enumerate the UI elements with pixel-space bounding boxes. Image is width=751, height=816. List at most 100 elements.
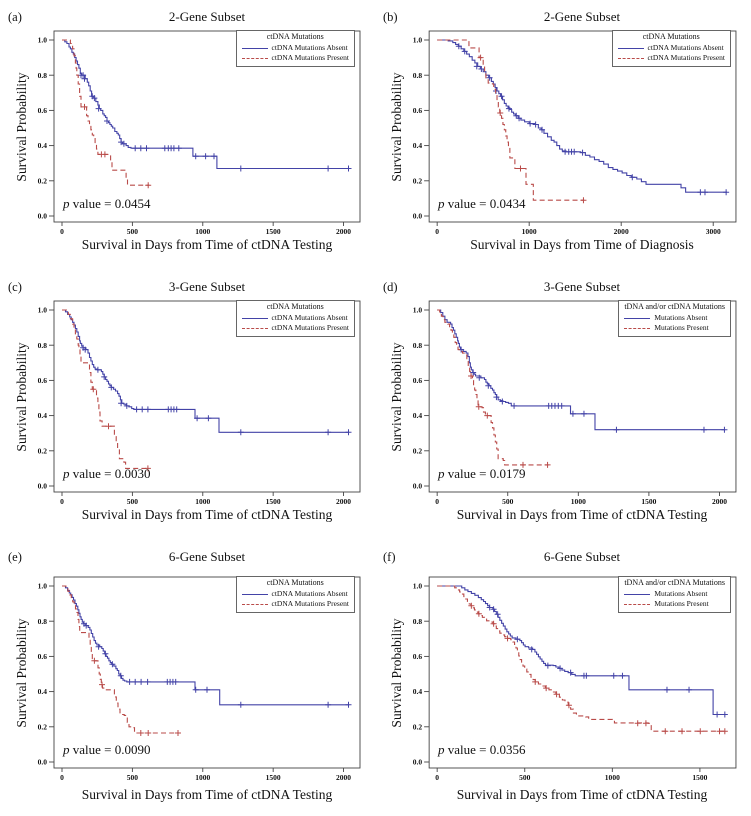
legend-title: ctDNA Mutations <box>266 32 324 41</box>
svg-text:0.6: 0.6 <box>38 376 48 385</box>
legend-box: tDNA and/or ctDNA Mutations Mutations Ab… <box>618 576 731 613</box>
svg-text:0.8: 0.8 <box>38 617 48 626</box>
legend-entry-label: ctDNA Mutations Absent <box>271 312 348 322</box>
svg-text:1.0: 1.0 <box>413 582 423 591</box>
legend-entry-label: ctDNA Mutations Absent <box>647 42 724 52</box>
y-axis-label: Survival Probability <box>14 72 29 182</box>
svg-text:0.8: 0.8 <box>413 71 423 80</box>
x-axis-label: Survival in Days from Time of Diagnosis <box>470 237 694 252</box>
svg-text:1000: 1000 <box>571 497 586 506</box>
plot-frame <box>428 300 737 493</box>
plot-frame <box>53 30 361 223</box>
svg-text:0.2: 0.2 <box>38 176 48 185</box>
legend-line-absent-icon <box>241 593 268 595</box>
panel-title: 3-Gene Subset <box>168 279 246 294</box>
svg-text:0.2: 0.2 <box>413 722 423 731</box>
legend-title: ctDNA Mutations <box>642 32 700 41</box>
legend-line-present-icon <box>241 604 268 606</box>
km-curve <box>62 309 150 469</box>
p-value-text: value = 0.0030 <box>69 466 151 481</box>
svg-text:0.8: 0.8 <box>413 341 423 350</box>
legend-entry-label: ctDNA Mutations Absent <box>271 588 348 598</box>
plot-frame <box>428 30 737 223</box>
panel-e: 0.0 0.2 0.4 0.6 0.8 1.0 0 500 1000 1500 2000 (e) 6… <box>0 540 375 816</box>
svg-text:1.0: 1.0 <box>38 582 48 591</box>
legend-entry-absent: ctDNA Mutations Absent <box>241 588 350 600</box>
km-plot-b: 0.0 0.2 0.4 0.6 0.8 1.0 0 1000 2000 3000 <box>413 30 737 236</box>
svg-text:0.4: 0.4 <box>38 141 48 150</box>
censor-marks <box>80 344 352 436</box>
km-curve <box>62 309 350 433</box>
svg-text:500: 500 <box>127 497 139 506</box>
svg-text:0.4: 0.4 <box>38 411 48 420</box>
legend-line-present-icon <box>624 328 651 330</box>
legend-box: ctDNA Mutations ctDNA Mutations Absent c… <box>611 30 731 67</box>
x-axis-label: Survival in Days from Time of ctDNA Test… <box>81 507 333 522</box>
plot-frame <box>53 300 361 493</box>
legend-box: tDNA and/or ctDNA Mutations Mutations Ab… <box>618 300 731 337</box>
p-value: p value = 0.0179 <box>438 466 525 482</box>
svg-text:1.0: 1.0 <box>38 36 48 45</box>
svg-text:2000: 2000 <box>614 227 629 236</box>
legend-entry-label: Mutations Absent <box>654 312 708 322</box>
svg-text:0.8: 0.8 <box>38 341 48 350</box>
p-value: p value = 0.0454 <box>63 196 150 212</box>
plot-frame <box>53 576 361 769</box>
panel-title: 2-Gene Subset <box>543 9 621 24</box>
svg-text:0.6: 0.6 <box>38 106 48 115</box>
panel-d: 0.0 0.2 0.4 0.6 0.8 1.0 0 500 1000 1500 2000 (d) 3… <box>375 270 751 540</box>
km-curve <box>62 585 179 734</box>
svg-text:0.0: 0.0 <box>413 212 423 221</box>
legend-line-present-icon <box>241 58 268 60</box>
p-value: p value = 0.0030 <box>63 466 150 482</box>
p-value: p value = 0.0356 <box>438 742 525 758</box>
svg-text:500: 500 <box>127 773 139 782</box>
legend-title: tDNA and/or ctDNA Mutations <box>624 578 725 587</box>
svg-text:2000: 2000 <box>336 773 351 782</box>
panel-title: 2-Gene Subset <box>168 9 246 24</box>
censor-marks <box>91 657 181 736</box>
x-axis-label: Survival in Days from Time of ctDNA Test… <box>81 237 333 252</box>
panel-f: 0.0 0.2 0.4 0.6 0.8 1.0 0 500 1000 1500 (f) 6-Gen… <box>375 540 751 816</box>
km-plot-a: 0.0 0.2 0.4 0.6 0.8 1.0 0 500 1000 1500 2000 <box>38 30 361 236</box>
svg-text:2000: 2000 <box>336 227 351 236</box>
svg-text:500: 500 <box>127 227 139 236</box>
svg-text:2000: 2000 <box>712 497 727 506</box>
censor-marks <box>90 386 151 472</box>
svg-text:0.6: 0.6 <box>413 376 423 385</box>
km-plot-d: 0.0 0.2 0.4 0.6 0.8 1.0 0 500 1000 1500 2000 <box>413 300 737 506</box>
panel-b: 0.0 0.2 0.4 0.6 0.8 1.0 0 1000 2000 3000 (b) 2-Ge… <box>375 0 751 270</box>
panel-letter: (b) <box>383 10 398 24</box>
p-value: p value = 0.0090 <box>63 742 150 758</box>
svg-text:1500: 1500 <box>641 497 656 506</box>
panel-title: 6-Gene Subset <box>543 549 621 564</box>
svg-text:0.0: 0.0 <box>38 758 48 767</box>
panel-title: 3-Gene Subset <box>543 279 621 294</box>
km-curve <box>437 585 727 732</box>
p-symbol: p <box>63 742 70 757</box>
legend-entry-present: ctDNA Mutations Present <box>241 599 349 610</box>
svg-text:1.0: 1.0 <box>413 306 423 315</box>
censor-marks <box>78 72 352 172</box>
x-axis-label: Survival in Days from Time of ctDNA Test… <box>81 787 333 802</box>
legend-entry-present: Mutations Present <box>624 323 725 334</box>
legend-entry-absent: ctDNA Mutations Absent <box>241 312 350 324</box>
svg-text:0.8: 0.8 <box>38 71 48 80</box>
km-curve <box>437 39 728 193</box>
svg-text:1000: 1000 <box>195 497 210 506</box>
legend-entry-absent: Mutations Absent <box>624 313 725 324</box>
svg-text:3000: 3000 <box>706 227 721 236</box>
svg-text:1.0: 1.0 <box>413 36 423 45</box>
censor-marks <box>468 373 551 468</box>
censor-marks <box>455 43 730 196</box>
panel-c: 0.0 0.2 0.4 0.6 0.8 1.0 0 500 1000 1500 2000 (c) 3… <box>0 270 375 540</box>
svg-text:0.0: 0.0 <box>413 482 423 491</box>
legend-line-absent-icon <box>617 47 644 49</box>
panel-title: 6-Gene Subset <box>168 549 246 564</box>
km-curve <box>437 39 585 201</box>
legend-box: ctDNA Mutations ctDNA Mutations Absent c… <box>235 30 355 67</box>
legend-entry-absent: ctDNA Mutations Absent <box>241 43 350 54</box>
panel-letter: (c) <box>8 280 22 294</box>
svg-text:500: 500 <box>519 773 531 782</box>
